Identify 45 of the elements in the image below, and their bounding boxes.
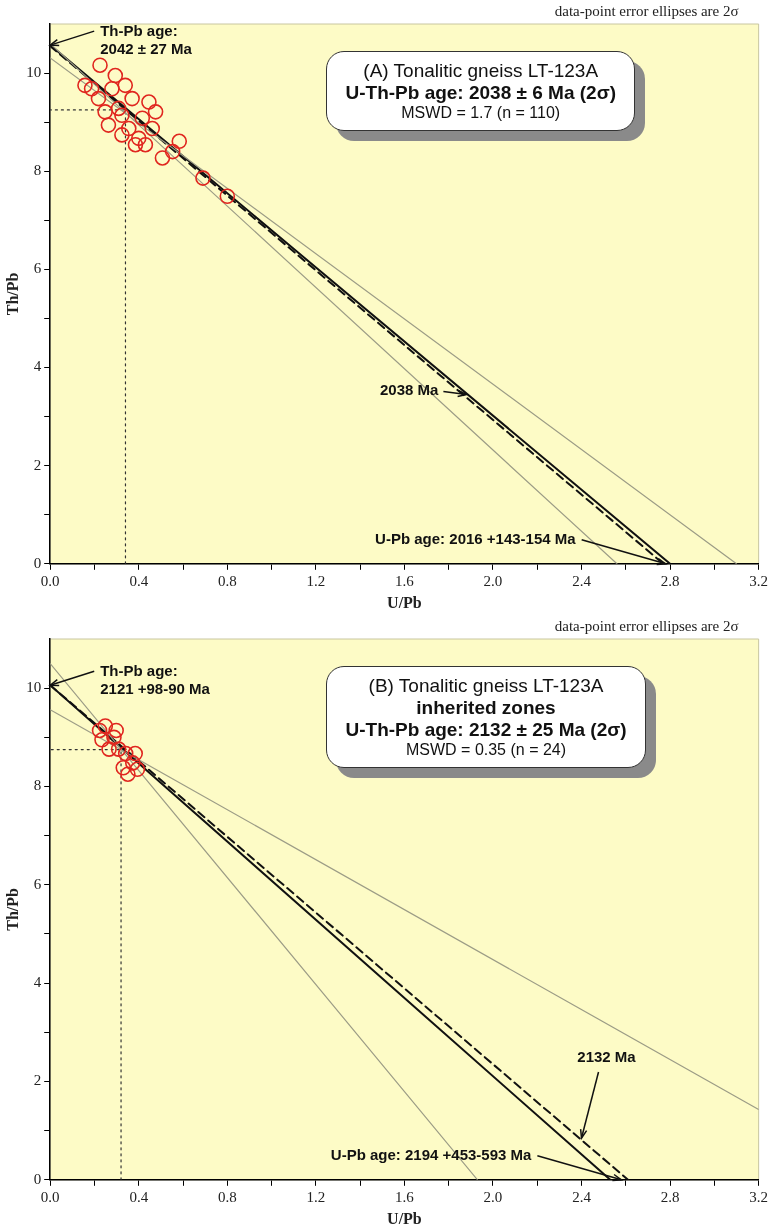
x-tick-label: 0.8 — [217, 1188, 237, 1205]
y-tick-label: 4 — [33, 974, 42, 991]
x-tick-label: 0.4 — [129, 572, 149, 589]
y-tick-label: 4 — [33, 358, 42, 375]
x-tick-label: 1.2 — [306, 572, 326, 589]
x-tick-label: 2.8 — [660, 1188, 680, 1205]
y-tick-label: 8 — [33, 162, 42, 179]
y-tick-label: 8 — [33, 777, 42, 794]
y-tick-label: 2 — [33, 1072, 42, 1089]
annotation: U-Th-Pb age: 2132 ± 25 Ma (2σ) — [345, 719, 627, 742]
y-tick-label: 10 — [26, 679, 42, 696]
text: data-point error ellipses are 2σ — [554, 3, 739, 20]
x-tick-label: 2.4 — [572, 572, 592, 589]
annotation: 2038 Ma — [380, 380, 440, 398]
x-tick-label: 0.0 — [40, 572, 60, 589]
x-tick-label: 0.0 — [40, 1188, 60, 1205]
y-tick-label: 2 — [33, 456, 42, 473]
x-tick-label: 1.6 — [395, 572, 415, 589]
x-axis-title: U/Pb — [387, 593, 422, 611]
x-tick-label: 3.2 — [749, 1188, 768, 1205]
x-tick-label: 3.2 — [749, 572, 768, 589]
text: data-point error ellipses are 2σ — [554, 618, 739, 635]
annotation: MSWD = 0.35 (n = 24) — [405, 741, 568, 760]
y-tick-label: 6 — [33, 875, 42, 892]
y-tick-label: 6 — [33, 260, 42, 277]
annotation: 2132 Ma — [577, 1048, 637, 1066]
annotation: MSWD = 1.7 (n = 110) — [400, 103, 562, 122]
x-tick-label: 1.6 — [395, 1188, 415, 1205]
y-axis-title: Th/Pb — [3, 272, 21, 316]
annotation: U-Pb age: 2016 +143-154 Ma — [375, 529, 577, 547]
x-tick-label: 2.4 — [572, 1188, 592, 1205]
x-tick-label: 0.4 — [129, 1188, 149, 1205]
x-tick-label: 2.0 — [483, 572, 503, 589]
x-tick-label: 1.2 — [306, 1188, 326, 1205]
annotation: Th-Pb age: 2121 +98-90 Ma — [100, 662, 211, 698]
y-axis-title: Th/Pb — [3, 887, 21, 931]
x-tick-label: 2.0 — [483, 1188, 503, 1205]
annotation: U-Pb age: 2194 +453-593 Ma — [330, 1145, 533, 1163]
y-tick-label: 0 — [33, 554, 42, 571]
annotation: Th-Pb age: 2042 ± 27 Ma — [100, 22, 193, 58]
y-tick-label: 10 — [26, 64, 42, 81]
x-tick-label: 0.8 — [217, 572, 237, 589]
x-axis-title: U/Pb — [387, 1209, 422, 1227]
x-tick-label: 2.8 — [660, 572, 680, 589]
y-tick-label: 0 — [33, 1170, 42, 1187]
